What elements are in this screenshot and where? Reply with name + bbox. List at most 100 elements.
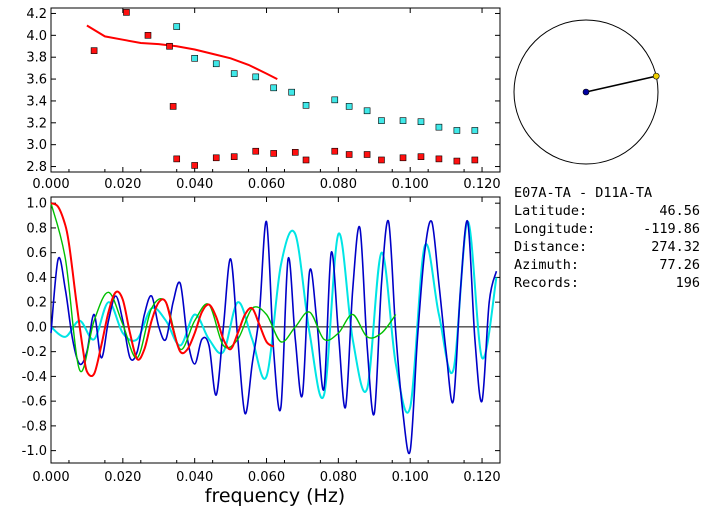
azimuth-label: Azimuth: bbox=[514, 257, 580, 273]
velocity-plot-axes: 0.000 0.020 0.040 0.060 0.080 0.100 0.120 2.8 3.… bbox=[26, 7, 500, 192]
red-measurement-point bbox=[363, 151, 371, 158]
red-measurement-point bbox=[252, 147, 260, 155]
azimuth-line bbox=[585, 75, 657, 93]
bottom-y-tick-label: -0.2 bbox=[22, 345, 47, 360]
distance-value: 274.32 bbox=[651, 239, 700, 255]
longitude-value: -119.86 bbox=[643, 221, 700, 237]
red-measurement-point bbox=[123, 9, 130, 16]
top-y-tick-label: 3.0 bbox=[26, 138, 47, 153]
red-measurement-point bbox=[345, 151, 353, 158]
coherence-plot-frame bbox=[50, 196, 501, 464]
cyan-measurement-point bbox=[173, 23, 181, 30]
top-x-tick-label: 0.000 bbox=[32, 177, 69, 192]
dark-blue-coherence-curve bbox=[50, 219, 498, 455]
station-pair-title: E07A-TA - D11A-TA bbox=[514, 185, 653, 201]
cyan-measurement-point bbox=[331, 96, 339, 104]
records-value: 196 bbox=[675, 275, 700, 291]
latitude-label: Latitude: bbox=[514, 203, 588, 219]
top-x-tick-label: 0.120 bbox=[463, 177, 500, 192]
cyan-measurement-point bbox=[471, 127, 479, 134]
x-axis-title: frequency (Hz) bbox=[205, 485, 345, 507]
red-measurement-point bbox=[302, 156, 310, 164]
top-y-tick-label: 3.2 bbox=[26, 116, 47, 131]
coherence-plot-data bbox=[50, 202, 498, 455]
latitude-value: 46.56 bbox=[659, 203, 700, 219]
top-y-tick-label: 3.6 bbox=[26, 73, 47, 88]
red-measurement-point bbox=[435, 155, 443, 163]
coherence-plot-axes: 0.000 0.020 0.040 0.060 0.080 0.100 0.120 1.0 0.… bbox=[22, 197, 501, 485]
station-info-panel: E07A-TA - D11A-TA Latitude: 46.56 Longit… bbox=[514, 184, 700, 292]
cyan-measurement-point bbox=[302, 102, 310, 109]
top-y-tick-label: 2.8 bbox=[26, 160, 47, 175]
red-measurement-point bbox=[399, 154, 407, 162]
bottom-x-tick-label: 0.060 bbox=[248, 470, 285, 485]
top-x-tick-label: 0.040 bbox=[176, 177, 213, 192]
red-measurement-point bbox=[230, 153, 238, 160]
bottom-x-tick-label: 0.120 bbox=[463, 470, 500, 485]
cyan-measurement-point bbox=[270, 84, 278, 92]
bottom-y-tick-label: 0.2 bbox=[26, 296, 47, 311]
cyan-coherence-curve bbox=[50, 220, 498, 414]
info-row-longitude: Longitude: -119.86 bbox=[514, 220, 700, 238]
bottom-x-tick-label: 0.100 bbox=[392, 470, 429, 485]
red-measurement-point bbox=[453, 157, 461, 165]
cyan-measurement-point bbox=[252, 73, 260, 81]
top-x-tick-label: 0.020 bbox=[104, 177, 141, 192]
model-dispersion-curve bbox=[86, 24, 278, 80]
top-y-tick-label: 3.4 bbox=[26, 94, 47, 109]
info-row-distance: Distance: 274.32 bbox=[514, 238, 700, 256]
bottom-y-tick-label: -1.0 bbox=[22, 444, 47, 459]
azimuth-value: 77.26 bbox=[659, 257, 700, 273]
azimuth-diagram bbox=[513, 19, 660, 165]
bottom-y-tick-label: -0.4 bbox=[22, 370, 47, 385]
top-x-tick-label: 0.060 bbox=[248, 177, 285, 192]
bottom-y-tick-label: -0.6 bbox=[22, 395, 47, 410]
records-label: Records: bbox=[514, 275, 580, 291]
cyan-measurement-point bbox=[363, 107, 371, 115]
red-measurement-point bbox=[291, 149, 299, 156]
bottom-y-tick-label: 0.8 bbox=[26, 221, 47, 236]
bottom-y-tick-label: 0.4 bbox=[26, 271, 47, 286]
top-y-tick-label: 4.0 bbox=[26, 29, 47, 44]
cyan-measurement-point bbox=[417, 118, 425, 126]
red-measurement-point bbox=[417, 153, 425, 160]
red-measurement-point bbox=[212, 154, 220, 162]
top-x-tick-label: 0.080 bbox=[320, 177, 357, 192]
cyan-measurement-point bbox=[453, 127, 461, 134]
bottom-y-tick-label: 0.0 bbox=[26, 320, 47, 335]
cyan-measurement-point bbox=[230, 70, 238, 77]
red-measurement-point bbox=[173, 155, 181, 163]
bottom-y-tick-label: 1.0 bbox=[26, 197, 47, 212]
red-measurement-point bbox=[166, 42, 173, 50]
red-measurement-point bbox=[270, 150, 278, 157]
red-measurement-point bbox=[90, 47, 98, 54]
cyan-measurement-point bbox=[435, 123, 443, 131]
info-row-records: Records: 196 bbox=[514, 274, 700, 292]
cyan-measurement-point bbox=[345, 103, 353, 110]
red-fit-curve bbox=[50, 202, 275, 378]
cyan-measurement-point bbox=[378, 117, 385, 124]
bottom-x-tick-label: 0.040 bbox=[176, 470, 213, 485]
cyan-measurement-point bbox=[191, 54, 198, 62]
bottom-x-tick-label: 0.080 bbox=[320, 470, 357, 485]
cyan-measurement-point bbox=[399, 117, 407, 124]
top-x-tick-label: 0.100 bbox=[392, 177, 429, 192]
source-station-marker bbox=[582, 88, 590, 96]
red-measurement-point bbox=[378, 156, 385, 164]
cyan-measurement-point bbox=[288, 88, 295, 96]
bottom-y-tick-label: 0.6 bbox=[26, 246, 47, 261]
info-row-latitude: Latitude: 46.56 bbox=[514, 202, 700, 220]
longitude-label: Longitude: bbox=[514, 221, 596, 237]
cyan-measurement-point bbox=[212, 60, 220, 68]
bottom-x-tick-label: 0.000 bbox=[32, 470, 69, 485]
info-row-azimuth: Azimuth: 77.26 bbox=[514, 256, 700, 274]
top-y-tick-label: 3.8 bbox=[26, 51, 47, 66]
red-measurement-point bbox=[331, 147, 339, 155]
azimuth-circle bbox=[513, 19, 659, 165]
bottom-y-tick-label: -0.8 bbox=[22, 419, 47, 434]
red-measurement-point bbox=[471, 156, 479, 164]
red-measurement-point bbox=[191, 162, 198, 169]
velocity-plot-data bbox=[86, 9, 479, 169]
